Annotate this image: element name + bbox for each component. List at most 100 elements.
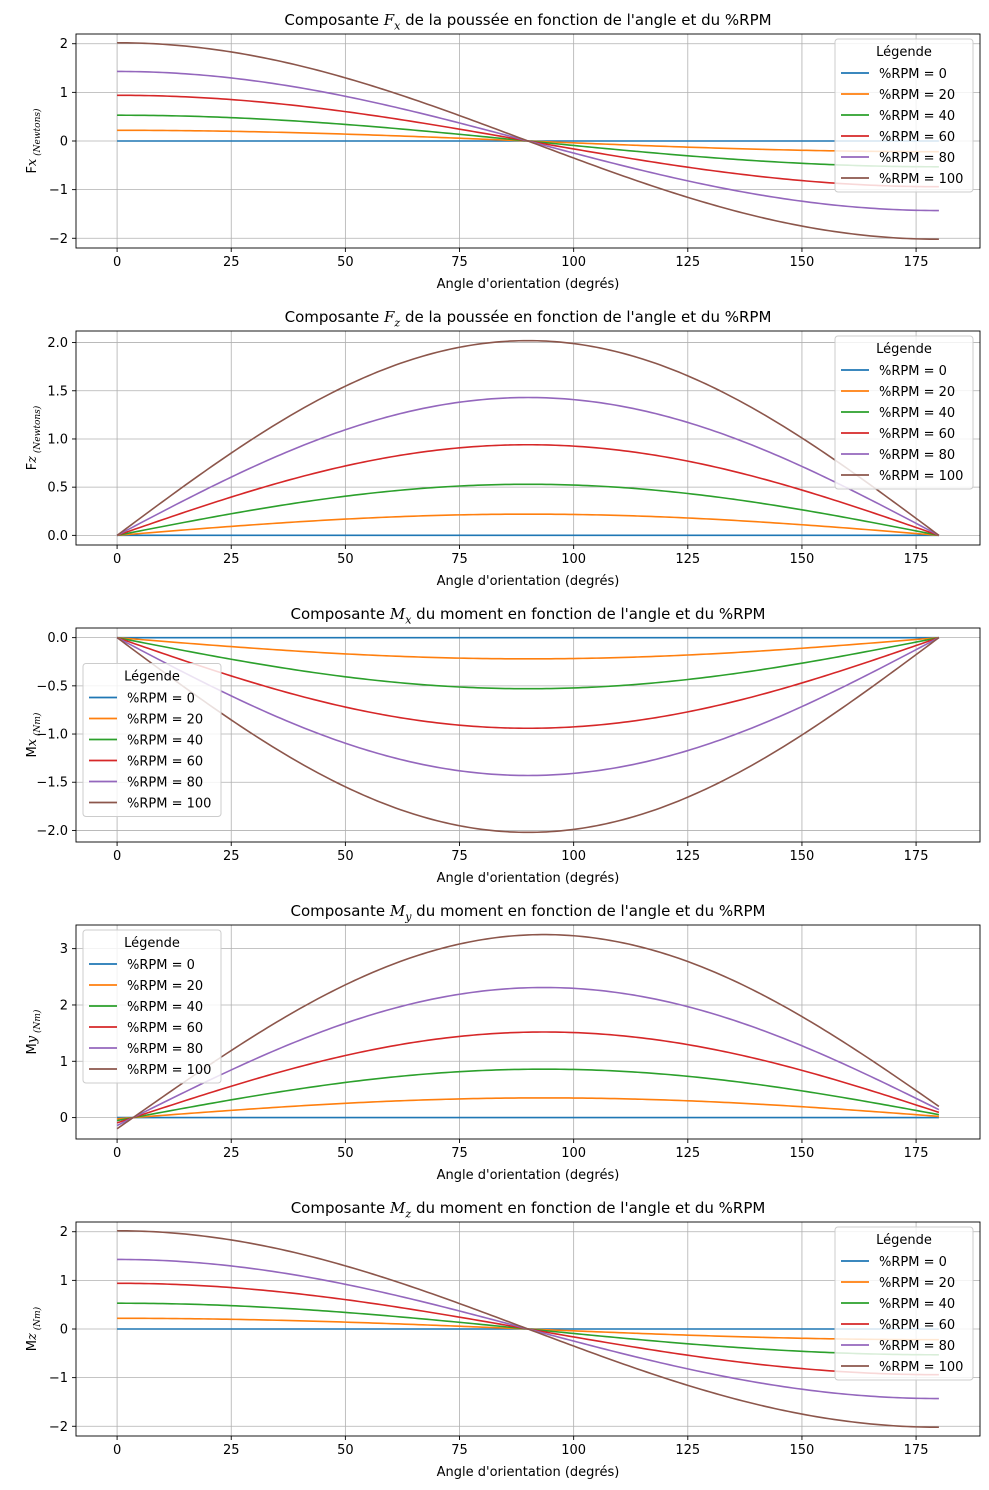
x-tick-label: 75 — [451, 1443, 468, 1458]
x-tick-label: 25 — [223, 1146, 240, 1161]
y-tick-label: 1 — [60, 1274, 68, 1289]
x-tick-label: 175 — [904, 255, 929, 270]
y-tick-label: 1.0 — [47, 432, 68, 447]
x-tick-label: 0 — [113, 849, 121, 864]
x-tick-label: 75 — [451, 552, 468, 567]
x-tick-label: 175 — [904, 1146, 929, 1161]
y-tick-label: 0 — [60, 135, 68, 150]
series-line-6 — [116, 933, 940, 1130]
legend-entry: %RPM = 20 — [127, 713, 203, 728]
series-line-6 — [116, 339, 940, 537]
legend-entry: %RPM = 100 — [127, 797, 211, 812]
series-line-3 — [116, 1068, 940, 1122]
x-tick-label: 0 — [113, 1443, 121, 1458]
legend-entry: %RPM = 80 — [879, 448, 955, 463]
axes-frame — [75, 924, 981, 1140]
y-tick-label: −1.5 — [36, 776, 68, 791]
chart-2: 0 25 50 75 100 125 150 175 0.0 0.5 1.0 1.5 2.0 Compos… — [25, 308, 981, 589]
x-axis-label: Angle d'orientation (degrés) — [437, 871, 620, 886]
legend-entry: %RPM = 20 — [127, 979, 203, 994]
legend-entry: %RPM = 40 — [879, 406, 955, 421]
series-line-6 — [117, 41, 939, 241]
legend-entry: %RPM = 80 — [879, 151, 955, 166]
legend-entry: %RPM = 0 — [879, 67, 947, 82]
y-tick-label: −1 — [49, 1371, 68, 1386]
legend-entry: %RPM = 100 — [879, 1360, 963, 1375]
legend: Légende %RPM = 0 %RPM = 20 %RPM = 40 %RPM = … — [834, 1226, 974, 1381]
y-tick-label: 1 — [60, 86, 68, 101]
legend-entry: %RPM = 20 — [879, 1276, 955, 1291]
legend: Légende %RPM = 0 %RPM = 20 %RPM = 40 %RPM = … — [834, 38, 974, 193]
legend-box — [834, 335, 974, 490]
x-tick-label: 150 — [790, 552, 815, 567]
x-tick-label: 50 — [337, 1146, 354, 1161]
legend: Légende %RPM = 0 %RPM = 20 %RPM = 40 %RPM = … — [82, 929, 222, 1084]
x-tick-label: 75 — [451, 849, 468, 864]
x-tick-label: 100 — [561, 1146, 586, 1161]
series-line-5 — [116, 986, 940, 1127]
series-line-4 — [116, 443, 940, 537]
series-line-5 — [116, 636, 940, 777]
legend-entry: %RPM = 60 — [127, 755, 203, 770]
x-tick-label: 175 — [904, 1443, 929, 1458]
y-tick-label: −1 — [49, 183, 68, 198]
x-tick-label: 100 — [561, 1443, 586, 1458]
x-tick-label: 100 — [561, 849, 586, 864]
series-line-6 — [117, 1229, 939, 1429]
y-tick-label: 2 — [60, 1225, 68, 1240]
x-axis-label: Angle d'orientation (degrés) — [437, 277, 620, 292]
series-line-3 — [116, 483, 940, 537]
series-line-5 — [116, 396, 940, 537]
chart-title: Composante Mz du moment en fonction de l… — [291, 1199, 766, 1221]
y-tick-label: 0.0 — [47, 631, 68, 646]
x-tick-label: 150 — [790, 849, 815, 864]
series-line-4 — [116, 636, 940, 730]
y-axis-label: Mx (Nm) — [25, 712, 43, 757]
legend-entry: %RPM = 100 — [879, 172, 963, 187]
y-tick-label: 1.5 — [47, 384, 68, 399]
y-tick-label: 2 — [60, 37, 68, 52]
legend-title: Légende — [124, 670, 180, 685]
legend-entry: %RPM = 40 — [879, 1297, 955, 1312]
x-tick-label: 50 — [337, 255, 354, 270]
series-line-6 — [116, 636, 940, 834]
x-axis-label: Angle d'orientation (degrés) — [437, 574, 620, 589]
y-axis-label: Fz (Newtons) — [25, 405, 43, 470]
legend: Légende %RPM = 0 %RPM = 20 %RPM = 40 %RPM = … — [834, 335, 974, 490]
chart-4: 0 25 50 75 100 125 150 175 0 1 2 3 Composante My du … — [25, 902, 981, 1183]
x-tick-label: 25 — [223, 255, 240, 270]
legend-entry: %RPM = 0 — [127, 958, 195, 973]
chart-5: 0 25 50 75 100 125 150 175 −2 −1 0 1 2 Composante Mz … — [25, 1199, 981, 1480]
y-tick-label: −2 — [49, 1420, 68, 1435]
series-line-3 — [116, 636, 940, 690]
x-tick-label: 125 — [675, 1146, 700, 1161]
legend-entry: %RPM = 40 — [879, 109, 955, 124]
legend: Légende %RPM = 0 %RPM = 20 %RPM = 40 %RPM = … — [82, 663, 222, 817]
legend-entry: %RPM = 80 — [127, 1042, 203, 1057]
legend-entry: %RPM = 40 — [127, 1000, 203, 1015]
y-tick-label: −0.5 — [36, 679, 68, 694]
series-line-4 — [116, 1031, 940, 1124]
x-tick-label: 50 — [337, 1443, 354, 1458]
legend-entry: %RPM = 20 — [879, 385, 955, 400]
legend-entry: %RPM = 60 — [879, 1318, 955, 1333]
legend-entry: %RPM = 100 — [127, 1063, 211, 1078]
x-tick-label: 175 — [904, 849, 929, 864]
chart-title: Composante Fx de la poussée en fonction … — [284, 11, 771, 33]
chart-title: Composante Fz de la poussée en fonction … — [285, 308, 772, 330]
series-line-2 — [117, 513, 939, 537]
axes-frame — [75, 627, 981, 843]
legend-entry: %RPM = 80 — [879, 1339, 955, 1354]
legend-entry: %RPM = 100 — [879, 469, 963, 484]
legend-entry: %RPM = 60 — [879, 130, 955, 145]
legend-entry: %RPM = 80 — [127, 776, 203, 791]
legend-title: Légende — [876, 45, 932, 60]
x-tick-label: 75 — [451, 1146, 468, 1161]
x-axis-label: Angle d'orientation (degrés) — [437, 1465, 620, 1480]
chart-title: Composante Mx du moment en fonction de l… — [290, 605, 765, 627]
y-tick-label: 2 — [60, 998, 68, 1013]
y-tick-label: 0.0 — [47, 529, 68, 544]
y-tick-label: 0 — [60, 1111, 68, 1126]
legend-box — [834, 38, 974, 193]
